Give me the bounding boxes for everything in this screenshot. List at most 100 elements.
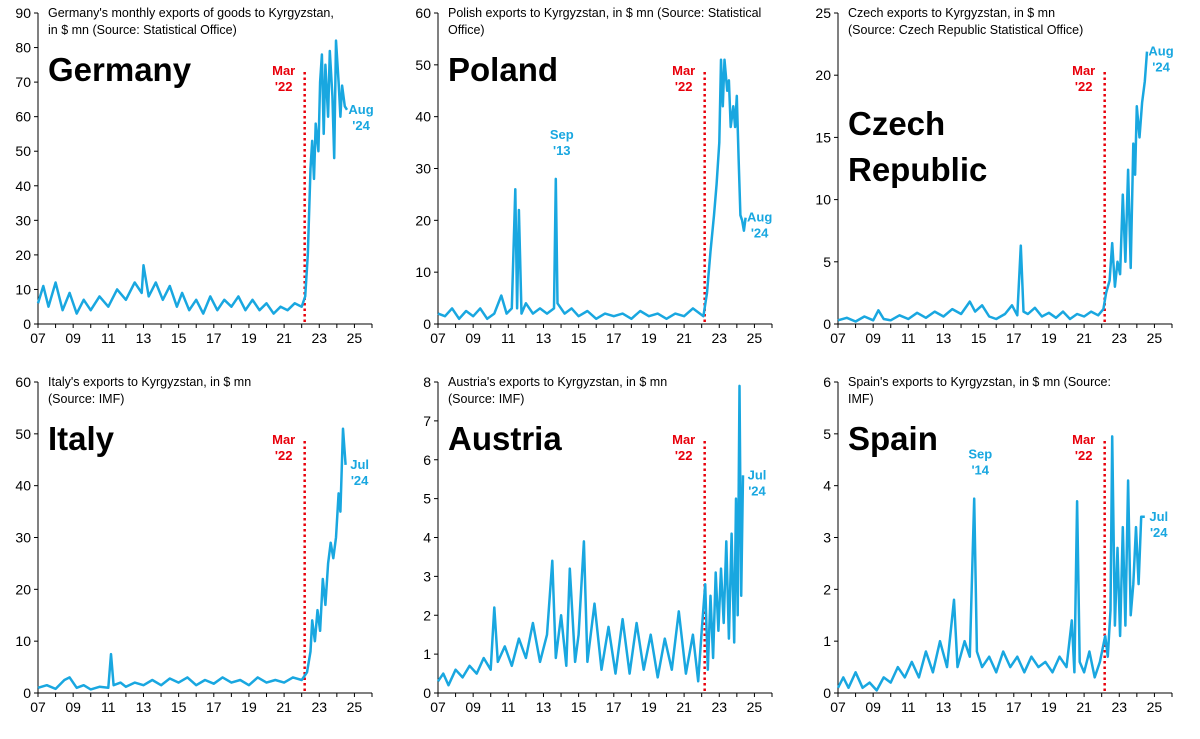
end-label: '24: [751, 226, 769, 241]
chart-title: (Source: IMF): [48, 392, 124, 406]
series-line: [836, 435, 1145, 692]
x-tick-label: 07: [830, 699, 846, 715]
chart-title: (Source: IMF): [448, 392, 524, 406]
y-tick-label: 10: [15, 633, 31, 649]
x-tick-label: 15: [171, 330, 187, 346]
x-tick-label: 15: [971, 330, 987, 346]
y-tick-label: 60: [15, 374, 31, 390]
spike-annotation: '14: [971, 463, 989, 478]
country-label: Austria: [448, 420, 562, 457]
x-tick-label: 19: [241, 330, 257, 346]
y-tick-label: 40: [15, 178, 31, 194]
y-tick-label: 25: [815, 5, 831, 21]
y-tick-label: 0: [823, 316, 831, 332]
y-tick-label: 15: [815, 129, 831, 145]
chart-title: (Source: Czech Republic Statistical Offi…: [848, 23, 1083, 37]
y-tick-label: 0: [823, 685, 831, 701]
y-tick-label: 20: [15, 581, 31, 597]
x-tick-label: 11: [101, 330, 116, 346]
x-tick-label: 21: [676, 699, 692, 715]
y-tick-label: 2: [823, 581, 831, 597]
country-label: Republic: [848, 151, 987, 188]
x-tick-label: 25: [1147, 330, 1163, 346]
x-tick-label: 23: [711, 699, 727, 715]
panel-czech-republic: 0 5 10 15 20 25 07 09 11 13 15 17 19 21 23 25 Mar '22 Aug '…: [800, 0, 1200, 369]
y-tick-label: 30: [15, 212, 31, 228]
country-label: Poland: [448, 51, 558, 88]
x-tick-label: 23: [711, 330, 727, 346]
y-tick-label: 1: [423, 646, 431, 662]
x-tick-label: 09: [865, 699, 881, 715]
y-tick-label: 30: [15, 530, 31, 546]
x-tick-label: 21: [276, 699, 292, 715]
y-tick-label: 0: [423, 316, 431, 332]
y-tick-label: 3: [823, 530, 831, 546]
x-tick-label: 19: [1041, 330, 1057, 346]
event-label: Mar: [672, 432, 695, 447]
chart-title: Czech exports to Kyrgyzstan, in $ mn: [848, 6, 1055, 20]
end-label: '24: [748, 483, 766, 498]
y-tick-label: 4: [423, 530, 431, 546]
country-label: Czech: [848, 105, 945, 142]
event-label: Mar: [272, 63, 295, 78]
x-tick-label: 21: [676, 330, 692, 346]
end-label: Jul: [350, 457, 369, 472]
x-tick-label: 09: [65, 699, 81, 715]
country-label: Italy: [48, 420, 115, 457]
series-line: [36, 39, 349, 315]
x-tick-label: 25: [347, 330, 363, 346]
chart-svg: 0 10 20 30 40 50 60 70 80 90 07 09 11 13 15 17 19 21 23 25 M…: [15, 5, 373, 346]
x-tick-label: 17: [606, 699, 622, 715]
end-label: '24: [352, 118, 370, 133]
event-label: Mar: [272, 432, 295, 447]
y-tick-label: 40: [415, 109, 431, 125]
y-tick-label: 1: [823, 633, 831, 649]
x-tick-label: 11: [901, 699, 916, 715]
y-tick-label: 0: [23, 316, 31, 332]
x-tick-label: 25: [1147, 699, 1163, 715]
spike-annotation: Sep: [968, 447, 992, 462]
event-label: '22: [275, 448, 293, 463]
x-tick-label: 13: [536, 699, 552, 715]
chart-title: Polish exports to Kyrgyzstan, in $ mn (S…: [448, 6, 761, 20]
y-tick-label: 90: [15, 5, 31, 21]
series-line: [837, 51, 1149, 323]
y-tick-label: 50: [415, 57, 431, 73]
panel-spain: 0 1 2 3 4 5 6 07 09 11 13 15 17 19 21 23 25 Mar '22 Jul '24 S…: [800, 369, 1200, 738]
y-tick-label: 40: [15, 478, 31, 494]
x-tick-label: 07: [30, 330, 46, 346]
chart-svg: 0 5 10 15 20 25 07 09 11 13 15 17 19 21 23 25 Mar'22 Aug'…: [815, 5, 1173, 346]
y-tick-label: 5: [423, 491, 431, 507]
y-tick-label: 6: [423, 452, 431, 468]
event-label: '22: [675, 79, 693, 94]
y-tick-label: 30: [415, 161, 431, 177]
event-label: '22: [275, 79, 293, 94]
x-tick-label: 09: [465, 330, 481, 346]
event-label: Mar: [1072, 63, 1095, 78]
end-label: Aug: [1148, 44, 1173, 59]
panel-poland: 0 10 20 30 40 50 60 07 09 11 13 15 17 19 21 23 25 Mar '22 A…: [400, 0, 800, 369]
x-tick-label: 17: [206, 330, 222, 346]
y-tick-label: 10: [415, 264, 431, 280]
event-label: Mar: [1072, 432, 1095, 447]
x-tick-label: 11: [501, 699, 516, 715]
x-tick-label: 07: [30, 699, 46, 715]
x-tick-label: 25: [347, 699, 363, 715]
y-tick-label: 5: [823, 254, 831, 270]
event-label: '22: [1075, 448, 1093, 463]
series-line: [37, 427, 347, 691]
x-tick-label: 09: [865, 330, 881, 346]
x-tick-label: 07: [830, 330, 846, 346]
x-tick-label: 07: [430, 699, 446, 715]
x-tick-label: 15: [971, 699, 987, 715]
x-tick-label: 17: [206, 699, 222, 715]
y-tick-label: 60: [415, 5, 431, 21]
event-label: Mar: [672, 63, 695, 78]
x-tick-label: 09: [65, 330, 81, 346]
y-tick-label: 0: [423, 685, 431, 701]
panel-germany: 0 10 20 30 40 50 60 70 80 90 07 09 11 13 15 17 19 21 23 25 M…: [0, 0, 400, 369]
y-tick-label: 10: [15, 281, 31, 297]
end-label: '24: [1152, 60, 1170, 75]
chart-title: Spain's exports to Kyrgyzstan, in $ mn (…: [848, 375, 1111, 389]
x-tick-label: 13: [136, 330, 152, 346]
